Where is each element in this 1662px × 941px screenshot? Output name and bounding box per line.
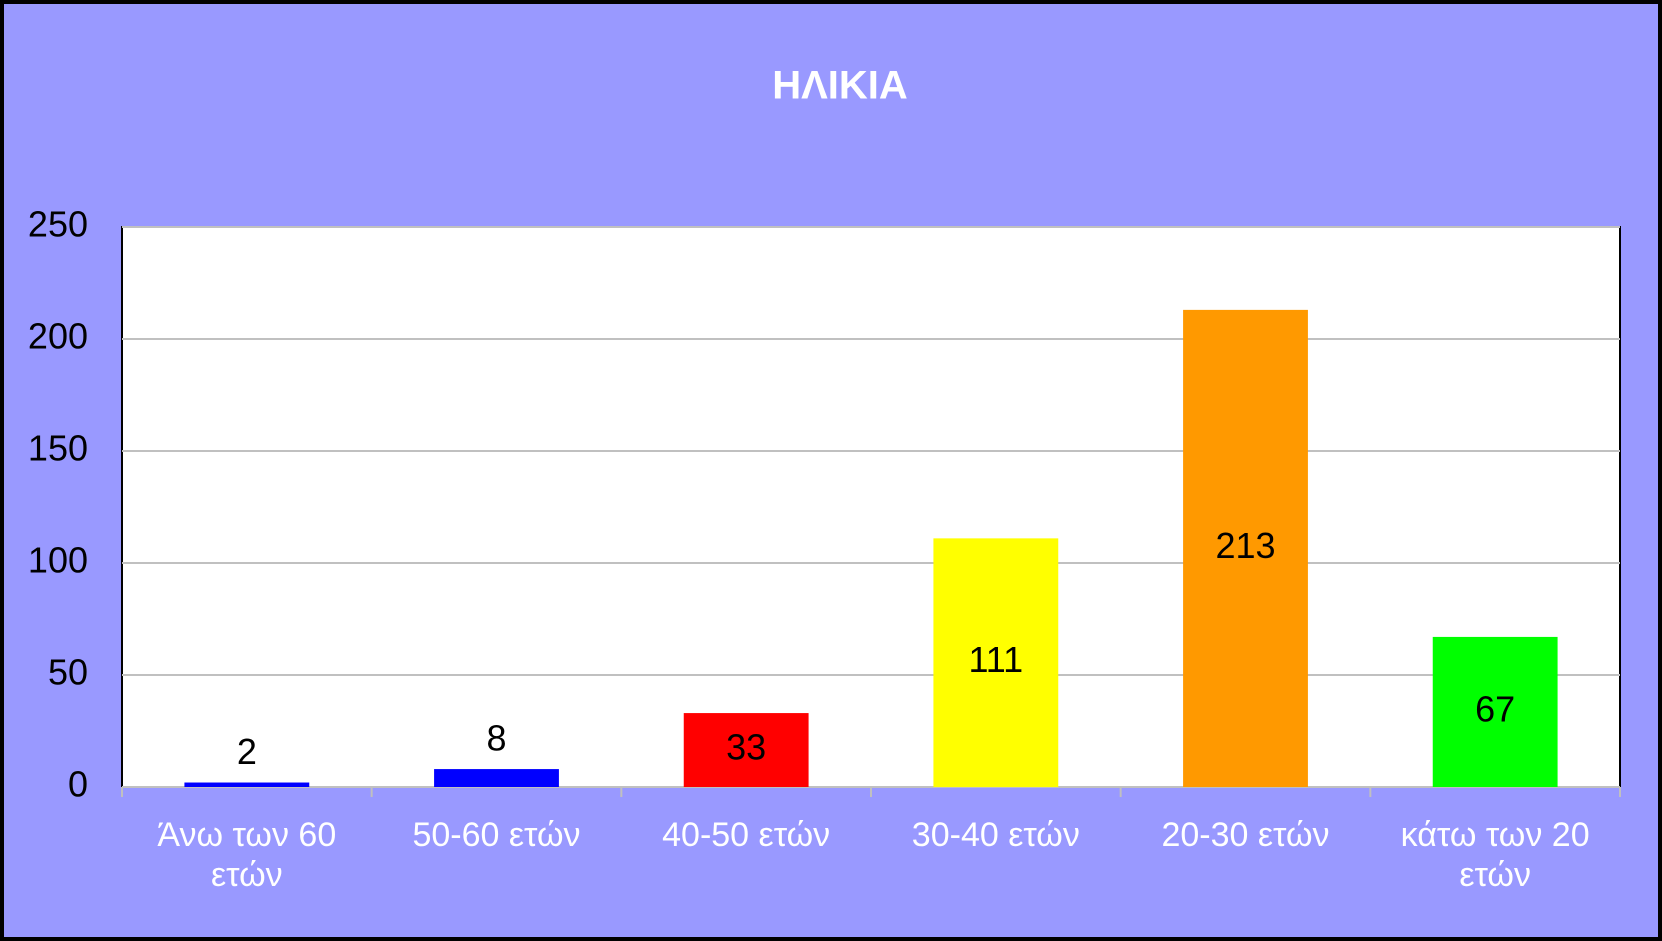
x-tick-label: 50-60 ετών [412, 816, 581, 854]
data-label: 213 [1215, 525, 1275, 566]
data-label: 111 [968, 639, 1023, 680]
plot-area [121, 226, 1621, 788]
data-label: 8 [486, 718, 506, 759]
bar [1432, 636, 1558, 787]
data-label: 2 [237, 731, 257, 772]
x-tick-label: Άνω των 60 ετών [157, 816, 337, 894]
bar [1183, 309, 1308, 787]
x-tick-label: 20-30 ετών [1161, 816, 1330, 854]
chart-svg: ΗΛΙΚΙΑ 0 50 100 150 200 250 2 8 33 111 213 67 [28, 64, 1621, 805]
y-tick-label: 250 [28, 204, 88, 245]
data-label: 67 [1475, 688, 1515, 729]
y-tick-label: 100 [28, 540, 88, 581]
bar [683, 713, 809, 787]
y-tick-label: 150 [28, 428, 88, 469]
bar [184, 782, 310, 787]
data-label: 33 [726, 727, 766, 768]
x-tick-label: 40-50 ετών [662, 816, 831, 854]
y-tick-label: 0 [68, 764, 88, 805]
x-tick-label: 30-40 ετών [911, 816, 1080, 854]
x-tick-label: κάτω των 20 ετών [1400, 816, 1590, 894]
y-tick-label: 50 [48, 652, 88, 693]
bar [434, 769, 559, 787]
chart-title: ΗΛΙΚΙΑ [772, 64, 908, 108]
y-tick-label: 200 [28, 316, 88, 357]
bar [933, 538, 1059, 787]
